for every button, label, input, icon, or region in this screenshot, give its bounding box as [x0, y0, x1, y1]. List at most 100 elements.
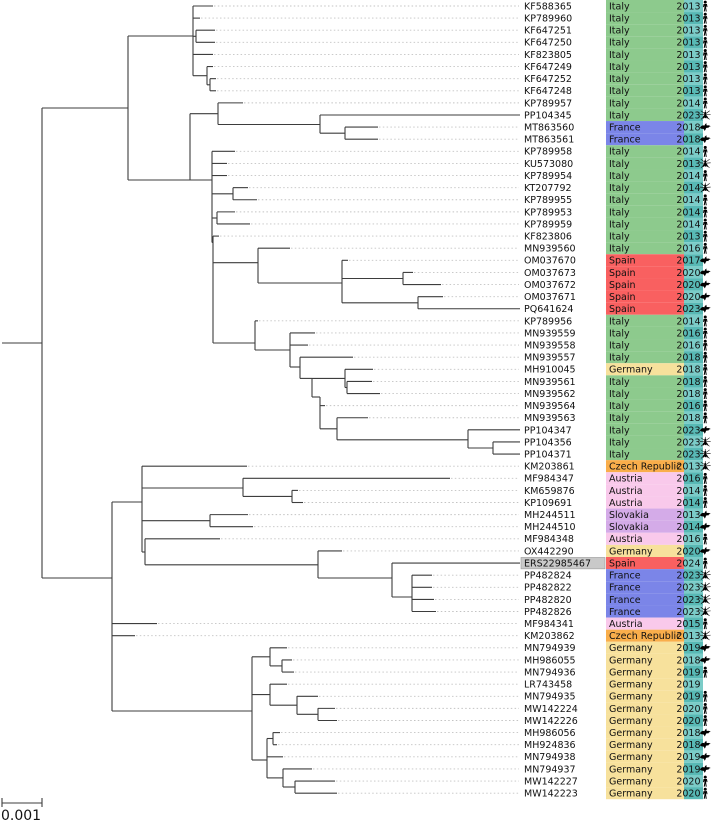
scale-bar-label: 0.001 — [1, 808, 41, 823]
country-cell — [606, 593, 684, 606]
tree-branches — [2, 5, 520, 794]
accession-label: MT863561 — [524, 135, 574, 146]
person-icon — [703, 618, 708, 630]
year-cell — [684, 448, 703, 461]
year-cell — [684, 629, 703, 642]
year-cell — [684, 411, 703, 424]
country-cell — [606, 387, 684, 400]
country-cell — [606, 484, 684, 497]
year-cell — [684, 60, 703, 73]
year-cell — [684, 24, 703, 37]
accession-label: KP789960 — [524, 14, 572, 25]
country-cell — [606, 569, 684, 582]
year-label: 2019 — [676, 692, 700, 703]
accession-label: KF647249 — [524, 62, 572, 73]
country-cell — [606, 133, 684, 146]
year-cell — [684, 520, 703, 533]
person-icon — [703, 690, 708, 702]
year-cell — [684, 472, 703, 485]
country-label: Austria — [609, 534, 643, 545]
accession-label: KP789953 — [524, 207, 572, 218]
year-label: 2019 — [676, 643, 700, 654]
year-cell — [684, 653, 703, 666]
accession-label: MF984348 — [524, 534, 574, 545]
person-icon — [703, 702, 708, 714]
year-cell — [684, 266, 703, 279]
country-label: Germany — [609, 728, 653, 739]
year-label: 2018 — [676, 135, 700, 146]
year-label: 2018 — [676, 353, 700, 364]
year-label: 2016 — [676, 244, 700, 255]
country-cell — [606, 762, 684, 775]
year-label: 2014 — [676, 171, 700, 182]
accession-label: MH244510 — [524, 522, 576, 533]
year-cell — [684, 641, 703, 654]
accession-label: PP482826 — [524, 607, 572, 618]
country-label: Spain — [609, 292, 636, 303]
country-label: Italy — [609, 98, 630, 109]
year-cell — [684, 787, 703, 800]
country-label: Germany — [609, 740, 653, 751]
year-cell — [684, 314, 703, 327]
country-label: Germany — [609, 667, 653, 678]
country-cell — [606, 617, 684, 630]
accession-label: KF823806 — [524, 231, 572, 242]
year-label: 2013 — [676, 1, 700, 12]
year-label: 2013 — [676, 231, 700, 242]
year-label: 2014 — [676, 195, 700, 206]
year-cell — [684, 96, 703, 109]
year-label: 2018 — [676, 413, 700, 424]
country-label: Spain — [609, 558, 636, 569]
accession-label: MH910045 — [524, 365, 576, 376]
year-label: 2023 — [676, 607, 700, 618]
year-label: 2013 — [676, 510, 700, 521]
country-cell — [606, 72, 684, 85]
accession-label: PP482824 — [524, 571, 572, 582]
year-label: 2016 — [676, 401, 700, 412]
country-cell — [606, 217, 684, 231]
accession-label: KF588365 — [524, 1, 572, 12]
person-icon — [703, 472, 708, 484]
accession-label: KP789954 — [524, 171, 572, 182]
year-label: 2019 — [676, 752, 700, 763]
country-label: Italy — [609, 437, 630, 448]
year-cell — [684, 108, 703, 122]
accession-label: MF984347 — [524, 474, 574, 485]
accession-label: MN939560 — [524, 244, 576, 255]
year-cell — [684, 738, 703, 751]
country-cell — [606, 605, 684, 618]
accession-label: MT863560 — [524, 123, 574, 134]
year-cell — [684, 702, 703, 715]
year-label: 2023 — [676, 304, 700, 315]
year-cell — [684, 193, 703, 206]
person-icon — [703, 36, 708, 48]
country-cell — [606, 750, 684, 763]
year-cell — [684, 181, 703, 194]
year-cell — [684, 242, 703, 255]
year-label: 2023 — [676, 437, 700, 448]
country-cell — [606, 302, 684, 315]
country-label: Austria — [609, 486, 643, 497]
person-icon — [703, 315, 708, 327]
year-cell — [684, 774, 703, 788]
country-label: Italy — [609, 110, 630, 121]
accession-label: KF647248 — [524, 86, 572, 97]
year-label: 2020 — [676, 268, 700, 279]
year-label: 2015 — [676, 619, 700, 630]
year-label: 2018 — [676, 740, 700, 751]
country-label: France — [609, 583, 641, 594]
year-cell — [684, 302, 703, 315]
accession-label: PP104371 — [524, 449, 572, 460]
country-year-columns — [520, 0, 703, 800]
accession-label: ERS22985467 — [524, 558, 591, 569]
person-icon — [703, 0, 708, 12]
year-label: 2023 — [676, 571, 700, 582]
year-label: 2013 — [676, 74, 700, 85]
person-icon — [703, 412, 708, 424]
year-cell — [684, 690, 703, 703]
accession-label: MN794937 — [524, 764, 576, 775]
accession-label: MW142223 — [524, 789, 578, 800]
person-icon — [703, 485, 708, 496]
year-label: 2020 — [676, 546, 700, 557]
country-label: Germany — [609, 692, 653, 703]
